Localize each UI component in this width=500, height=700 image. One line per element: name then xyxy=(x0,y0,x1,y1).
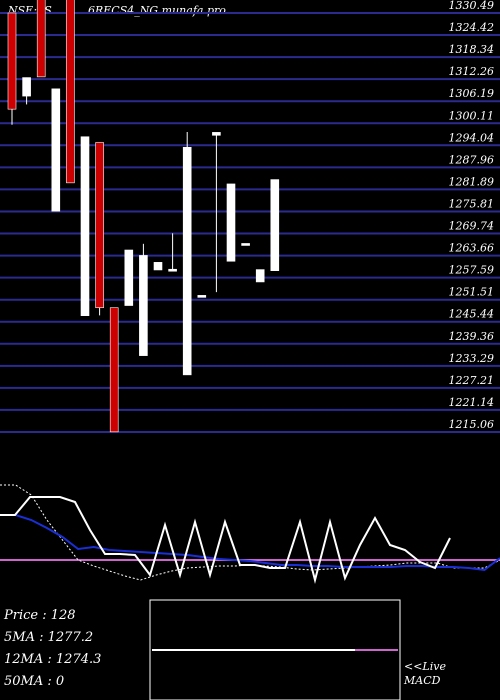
y-tick-label: 1263.66 xyxy=(449,242,495,255)
candle-body xyxy=(255,269,265,283)
y-tick-label: 1245.44 xyxy=(449,308,495,321)
candle-body xyxy=(241,243,250,246)
macd-box xyxy=(149,599,401,700)
ma5-stat: 5MA : 1277.2 xyxy=(4,630,94,645)
y-tick-label: 1300.11 xyxy=(449,109,495,122)
candle-body xyxy=(66,0,75,184)
ma12-stat: 12MA : 1274.3 xyxy=(4,652,102,667)
y-tick-label: 1312.26 xyxy=(449,65,495,78)
candle-body xyxy=(124,249,134,306)
macd-label: MACD xyxy=(404,674,441,687)
ma50-stat: 50MA : 0 xyxy=(4,674,65,689)
candle-body xyxy=(22,77,31,97)
y-tick-label: 1275.81 xyxy=(449,197,495,210)
y-tick-label: 1294.04 xyxy=(449,131,495,144)
candle-body xyxy=(109,307,119,433)
candle-body xyxy=(139,255,148,356)
y-tick-label: 1215.06 xyxy=(449,418,495,431)
candle-body xyxy=(7,12,17,110)
y-tick-label: 1269.74 xyxy=(449,220,495,233)
y-tick-label: 1330.49 xyxy=(449,0,495,12)
live-macd-label: <<Live MACD xyxy=(404,660,446,688)
y-tick-label: 1306.19 xyxy=(449,87,495,100)
candle-body xyxy=(80,136,90,316)
y-tick-label: 1233.29 xyxy=(449,352,495,365)
y-tick-label: 1257.59 xyxy=(449,264,495,277)
live-label: <<Live xyxy=(404,660,446,673)
price-stat: Price : 128 xyxy=(4,608,76,623)
y-tick-label: 1227.21 xyxy=(449,374,495,387)
y-tick-label: 1221.14 xyxy=(449,396,495,409)
candle-body xyxy=(168,268,177,272)
y-tick-label: 1318.34 xyxy=(449,43,495,56)
candle-body xyxy=(36,0,46,78)
white-indicator-line xyxy=(0,496,451,584)
blue-indicator-line xyxy=(0,514,500,572)
y-tick-label: 1239.36 xyxy=(449,330,495,343)
y-tick-label: 1281.89 xyxy=(449,175,495,188)
candle-body xyxy=(95,142,104,309)
y-tick-label: 1287.96 xyxy=(449,153,495,166)
candle-body xyxy=(51,88,61,212)
candle-body xyxy=(153,262,163,271)
candle-body xyxy=(197,295,207,298)
candle-body xyxy=(182,146,192,376)
candle-body xyxy=(212,132,221,136)
dotted-indicator-line xyxy=(0,484,500,581)
candle-body xyxy=(226,183,236,262)
y-tick-label: 1324.42 xyxy=(449,21,495,34)
candle-body xyxy=(270,179,280,271)
y-tick-label: 1251.51 xyxy=(449,286,495,299)
